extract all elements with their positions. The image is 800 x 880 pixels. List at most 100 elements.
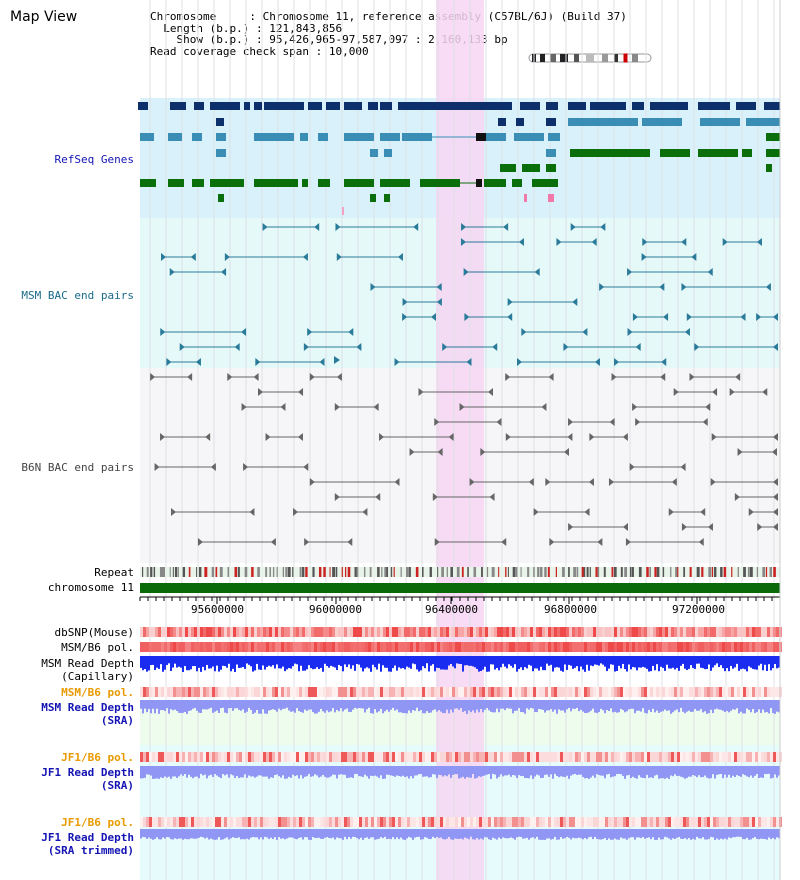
depth-bar [274,766,276,776]
depth-bar [708,766,710,779]
label-repeat[interactable]: Repeat [94,566,134,579]
length-value: 121,843,856 [269,21,343,35]
label-jf1-depth-trimmed[interactable]: JF1 Read Depth [41,831,134,844]
heatmap-cell [401,627,404,637]
label-jf1-depth-sra[interactable]: JF1 Read Depth [41,766,134,779]
depth-bar [290,700,292,712]
depth-bar [752,700,754,709]
heatmap-cell [374,817,377,827]
depth-bar [248,656,250,665]
depth-bar [516,766,518,779]
depth-bar [158,829,160,840]
b6n-bac-pairs[interactable] [150,373,778,546]
heatmap-cell [188,817,191,827]
heatmap-cell [629,642,632,652]
heatmap-cell [356,752,359,762]
depth-bar [320,766,322,777]
b6n-bac-pair-end [773,523,778,531]
depth-bar [722,766,724,779]
label-msm-b6-pol-2[interactable]: MSM/B6 pol. [61,686,134,699]
heatmap-cell [464,687,467,697]
heatmap-cell [770,687,773,697]
msm-bac-pair-end [681,283,687,291]
heatmap-cell [734,687,737,697]
label-dbsnp[interactable]: dbSNP(Mouse) [54,626,134,639]
depth-bar [776,656,778,669]
depth-bar [506,700,508,709]
depth-bar [476,829,478,839]
depth-bar [736,829,738,837]
depth-bar [156,656,158,668]
gene-exon [216,133,226,141]
depth-bar [720,700,722,710]
heatmap-cell [353,817,356,827]
heatmap-cell [221,817,224,827]
heatmap-cell [356,627,359,637]
depth-bar [220,656,222,670]
repeat-element [675,567,678,577]
repeat-track[interactable] [140,567,780,577]
label-msm-depth-sra[interactable]: MSM Read Depth [41,701,134,714]
depth-bar [422,656,424,667]
heatmap-cell [674,687,677,697]
heatmap-cell [305,627,308,637]
msm-bac-pair-end [314,223,320,231]
label-jf1-b6-pol-2[interactable]: JF1/B6 pol. [61,816,134,829]
depth-bar [668,656,670,669]
depth-bar [440,656,442,670]
heatmap-cell [227,817,230,827]
heatmap-cell [515,687,518,697]
depth-bar [280,829,282,839]
heatmap-cell [479,817,482,827]
depth-bar [530,829,532,838]
refseq-gene-features[interactable] [138,102,780,215]
axis-tick-label: 97200000 [672,603,725,616]
label-refseq-genes[interactable]: RefSeq Genes [54,153,134,166]
depth-bar [254,766,256,778]
heatmap-cell [479,642,482,652]
label-msm-b6-pol[interactable]: MSM/B6 pol. [61,641,134,654]
depth-bar [504,766,506,776]
repeat-element [515,567,518,577]
depth-bar [296,766,298,776]
repeat-element [743,567,746,577]
label-jf1-b6-pol[interactable]: JF1/B6 pol. [61,751,134,764]
depth-bar [228,766,230,778]
heatmap-cell [155,687,158,697]
heatmap-cell [581,642,584,652]
heatmap-cell [731,817,734,827]
depth-bar [632,700,634,709]
depth-bar [386,700,388,710]
heatmap-cell [341,642,344,652]
depth-bar [662,700,664,712]
heatmap-cell [344,817,347,827]
depth-bar [528,700,530,710]
ideogram-band [614,54,618,62]
msm-bac-pair-end [334,356,340,364]
heatmap-cell [416,817,419,827]
depth-bar [602,656,604,665]
msm-bac-pairs[interactable] [160,223,778,366]
heatmap-cell [647,642,650,652]
depth-bar [660,766,662,779]
depth-bar [344,700,346,710]
repeat-element [393,567,395,577]
depth-bar [444,829,446,840]
label-msm-bac[interactable]: MSM BAC end pairs [21,289,134,302]
depth-bar [256,700,258,710]
b6n-bac-pair-end [249,508,255,516]
heatmap-cell [563,817,566,827]
label-msm-depth-capillary[interactable]: MSM Read Depth [41,657,134,670]
depth-bar [356,766,358,774]
label-b6n-bac[interactable]: B6N BAC end pairs [21,461,134,474]
depth-bar [338,656,340,665]
chromosome-bar[interactable] [140,583,780,593]
heatmap-cell [197,627,200,637]
label-chromosome[interactable]: chromosome 11 [47,581,134,594]
depth-bar [432,766,434,775]
depth-bar [230,700,232,709]
heatmap-cell [146,752,149,762]
depth-bar [656,766,658,775]
depth-bar [654,766,656,776]
